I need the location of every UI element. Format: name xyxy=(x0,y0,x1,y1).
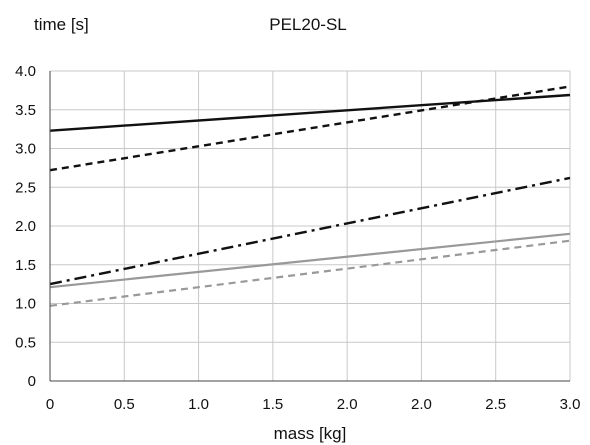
x-tick-label: 2.0 xyxy=(337,396,358,413)
y-tick-label: 0.5 xyxy=(15,334,36,351)
x-tick-label: 2.5 xyxy=(485,396,506,413)
grid xyxy=(50,70,571,381)
series-group xyxy=(49,85,571,307)
x-tick-label: 0.5 xyxy=(114,396,135,413)
y-tick-label: 4.0 xyxy=(15,63,36,80)
y-tick-label: 3.5 xyxy=(15,102,36,119)
y-tick-label: 1.5 xyxy=(15,257,36,274)
axes xyxy=(49,71,570,382)
x-axis-title: mass [kg] xyxy=(274,424,347,443)
y-axis-title: time [s] xyxy=(34,15,89,34)
series-line-1 xyxy=(49,93,571,132)
y-tick-label: 3.0 xyxy=(15,141,36,158)
chart-title: PEL20-SL xyxy=(269,15,347,34)
x-tick-label: 1.0 xyxy=(188,396,209,413)
y-tick-label: 0 xyxy=(28,373,36,390)
series-line-2 xyxy=(49,85,571,172)
tick-labels: 0 0.5 1.0 1.5 2.0 2.0 2.5 3.0 0 0.5 1.0 1.5 2.0 2.5 3.… xyxy=(15,63,580,413)
series-line-5 xyxy=(49,239,571,307)
y-tick-label: 2.0 xyxy=(15,218,36,235)
y-tick-label: 1.0 xyxy=(15,296,36,313)
x-tick-label: 2.0 xyxy=(411,396,432,413)
x-tick-label: 0 xyxy=(46,396,54,413)
x-tick-label: 1.5 xyxy=(262,396,283,413)
y-tick-label: 2.5 xyxy=(15,179,36,196)
series-line-3 xyxy=(49,176,571,286)
x-tick-label: 3.0 xyxy=(560,396,581,413)
series-line-4 xyxy=(49,232,571,289)
